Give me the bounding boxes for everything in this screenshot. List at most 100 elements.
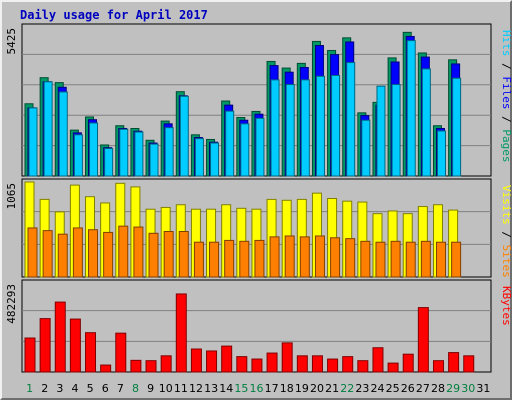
bar-sites-day-4: [72, 227, 83, 278]
bar-kbytes-day-23: [357, 360, 369, 373]
bar-sites-day-21: [330, 237, 341, 278]
x-tick-label-day-16: 16: [250, 382, 264, 395]
bar-kbytes-day-6: [100, 364, 112, 373]
bar-hits-day-9: [149, 143, 159, 177]
bar-sites-day-5: [88, 229, 99, 278]
bar-kbytes-day-7: [115, 332, 127, 373]
bar-sites-day-17: [269, 236, 280, 278]
x-tick-label-day-5: 5: [87, 382, 94, 395]
bar-kbytes-day-12: [190, 348, 202, 373]
x-tick-label-day-31: 31: [476, 382, 490, 395]
x-tick-label-day-25: 25: [386, 382, 400, 395]
bar-hits-day-6: [104, 148, 114, 177]
bar-kbytes-day-5: [85, 332, 97, 373]
bar-hits-day-19: [300, 79, 310, 177]
x-tick-label-day-19: 19: [295, 382, 309, 395]
x-tick-label-day-20: 20: [310, 382, 324, 395]
bar-hits-day-25: [391, 84, 401, 177]
x-tick-label-day-11: 11: [174, 382, 188, 395]
bar-sites-day-28: [435, 241, 446, 278]
x-tick-label-day-8: 8: [132, 382, 139, 395]
bar-sites-day-12: [193, 241, 204, 278]
bar-kbytes-day-20: [311, 355, 323, 373]
x-tick-label-day-30: 30: [461, 382, 475, 395]
bar-sites-day-15: [239, 240, 250, 278]
bar-hits-day-22: [346, 62, 356, 177]
x-tick-label-day-7: 7: [117, 382, 124, 395]
bar-hits-day-3: [58, 91, 68, 177]
panel-bottom-ymax-label: 482293: [5, 284, 18, 324]
bar-kbytes-day-15: [236, 356, 248, 373]
bar-hits-day-21: [331, 74, 341, 177]
x-tick-label-day-18: 18: [280, 382, 294, 395]
bar-hits-day-16: [255, 117, 265, 177]
x-tick-label-day-17: 17: [265, 382, 279, 395]
x-tick-label-day-21: 21: [325, 382, 339, 395]
bar-kbytes-day-9: [145, 360, 157, 373]
bar-sites-day-1: [27, 227, 38, 278]
bar-sites-day-14: [224, 239, 235, 278]
bar-kbytes-day-24: [372, 347, 384, 373]
bar-sites-day-25: [390, 240, 401, 278]
x-tick-label-day-27: 27: [416, 382, 430, 395]
x-tick-label-day-14: 14: [219, 382, 233, 395]
x-tick-label-day-1: 1: [26, 382, 33, 395]
bar-sites-day-29: [451, 241, 462, 278]
x-tick-label-day-28: 28: [431, 382, 445, 395]
bar-kbytes-day-21: [327, 358, 339, 373]
legend-separator: /: [500, 110, 512, 130]
bar-sites-day-2: [42, 230, 53, 278]
bar-sites-day-16: [254, 239, 265, 278]
x-tick-label-day-2: 2: [41, 382, 48, 395]
bar-kbytes-day-26: [402, 353, 414, 373]
bar-hits-day-13: [210, 142, 220, 177]
x-tick-label-day-6: 6: [102, 382, 109, 395]
bar-hits-day-18: [285, 84, 295, 177]
legend-visits: Visits: [500, 185, 512, 225]
panel-top-ymax-label: 5425: [5, 28, 18, 55]
bar-hits-day-5: [89, 122, 99, 177]
bar-kbytes-day-4: [69, 318, 81, 373]
x-tick-label-day-13: 13: [204, 382, 218, 395]
bar-hits-day-4: [73, 134, 83, 177]
x-tick-label-day-3: 3: [56, 382, 63, 395]
bar-kbytes-day-29: [448, 352, 460, 373]
bar-hits-day-7: [119, 128, 129, 177]
bar-hits-day-23: [361, 119, 371, 177]
bar-sites-day-9: [148, 232, 159, 278]
chart-title: Daily usage for April 2017: [20, 8, 208, 22]
bar-kbytes-day-2: [39, 318, 51, 373]
bar-hits-day-8: [134, 131, 144, 177]
bar-sites-day-26: [405, 241, 416, 278]
legend-hits: Hits: [500, 30, 512, 57]
bar-sites-day-20: [314, 235, 325, 278]
bar-kbytes-day-11: [175, 293, 187, 373]
bar-sites-day-18: [284, 235, 295, 278]
bar-sites-day-11: [178, 231, 189, 278]
bar-hits-day-2: [43, 81, 53, 177]
legend-sites: Sites: [500, 245, 512, 278]
bar-kbytes-day-27: [417, 307, 429, 373]
bar-hits-day-15: [240, 123, 250, 177]
bar-kbytes-day-19: [296, 355, 308, 373]
x-tick-label-day-23: 23: [355, 382, 369, 395]
bar-hits-day-10: [164, 127, 174, 177]
x-tick-label-day-10: 10: [159, 382, 173, 395]
bar-hits-day-14: [225, 110, 235, 177]
bar-kbytes-day-14: [221, 345, 233, 373]
x-tick-label-day-9: 9: [147, 382, 154, 395]
panel-middle-legend-label: Visits / Sites: [500, 185, 512, 278]
bar-kbytes-day-25: [387, 362, 399, 373]
bar-hits-day-28: [436, 130, 446, 177]
bar-sites-day-6: [103, 231, 114, 278]
bar-hits-day-29: [452, 77, 462, 177]
bar-hits-day-27: [421, 68, 431, 177]
bar-kbytes-day-10: [160, 355, 172, 373]
x-tick-label-day-29: 29: [446, 382, 460, 395]
bar-kbytes-day-13: [206, 350, 218, 373]
bar-sites-day-10: [163, 231, 174, 278]
bar-sites-day-27: [420, 240, 431, 278]
bar-sites-day-8: [133, 226, 144, 278]
x-tick-label-day-4: 4: [71, 382, 78, 395]
